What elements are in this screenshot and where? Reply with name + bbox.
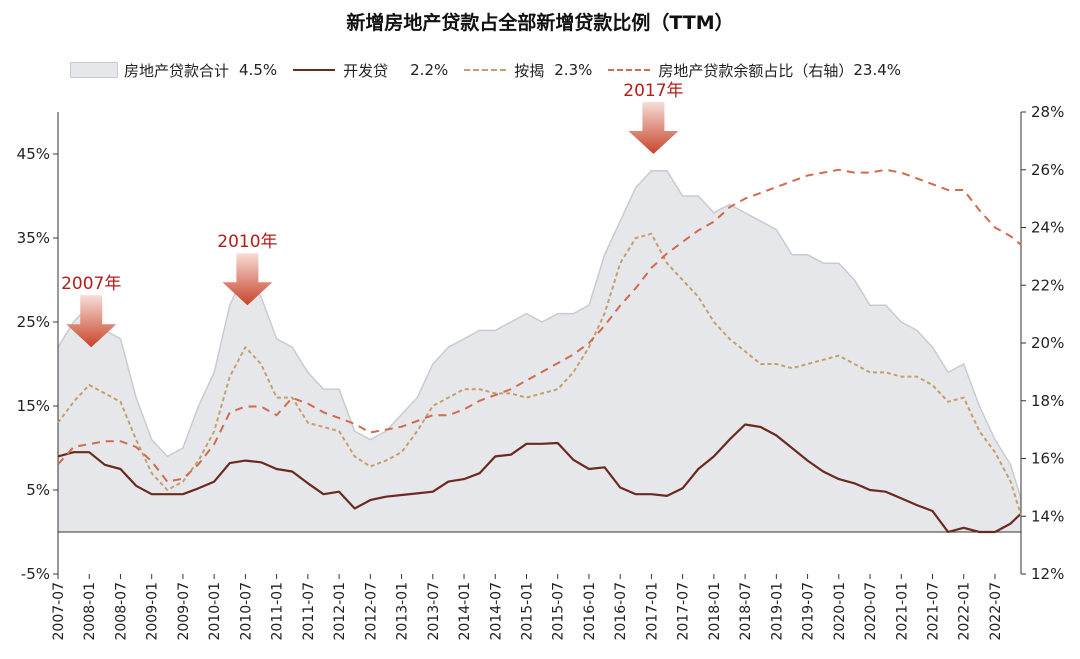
x-tick-label: 2009-07 <box>176 582 192 641</box>
x-tick-label: 2008-01 <box>82 582 98 641</box>
left-tick-label: 35% <box>17 229 50 247</box>
right-tick-label: 20% <box>1031 334 1064 352</box>
x-tick-label: 2018-07 <box>738 582 754 641</box>
right-tick-label: 26% <box>1031 161 1064 179</box>
left-tick-label: -5% <box>21 565 50 583</box>
legend-swatch-dash-long <box>608 69 651 71</box>
right-tick-label: 24% <box>1031 219 1064 237</box>
series-area-total <box>58 170 1021 533</box>
x-tick-label: 2019-01 <box>769 582 785 641</box>
x-tick-label: 2022-07 <box>988 582 1004 641</box>
legend-swatch-dash <box>464 69 507 71</box>
legend-value-total: 4.5% <box>239 61 278 79</box>
series-line-3 <box>57 168 1022 483</box>
legend: 房地产贷款合计 4.5% 开发贷 2.2% 按揭 2.3% 房地产贷款余额占比（… <box>70 58 917 82</box>
legend-label-dev: 开发贷 <box>343 61 389 80</box>
x-tick-label: 2013-07 <box>426 582 442 641</box>
x-tick-label: 2014-07 <box>488 582 504 641</box>
right-tick-label: 28% <box>1031 103 1064 121</box>
series-line-2 <box>57 232 1022 516</box>
left-tick-label: 45% <box>17 145 50 163</box>
legend-value-share: 23.4% <box>853 61 902 79</box>
right-tick-label: 12% <box>1031 565 1064 583</box>
annotation-label-2: 2010年 <box>217 232 277 252</box>
chart-title: 新增房地产贷款占全部新增贷款比例（TTM） <box>346 12 734 34</box>
annotation-arrow-2 <box>222 253 273 306</box>
x-tick-label: 2021-01 <box>894 582 910 641</box>
x-tick-label: 2011-07 <box>301 582 317 641</box>
right-tick-label: 16% <box>1031 450 1064 468</box>
series-area-total-edge <box>57 170 1022 499</box>
left-tick-label: 15% <box>17 397 50 415</box>
x-tick-label: 2011-01 <box>270 582 286 641</box>
x-tick-label: 2015-07 <box>551 582 567 641</box>
right-tick-label: 14% <box>1031 507 1064 525</box>
annotation-arrow-1 <box>66 295 117 348</box>
x-tick-label: 2019-07 <box>801 582 817 641</box>
x-tick-label: 2010-07 <box>238 582 254 641</box>
annotation-arrow-3 <box>628 102 679 154</box>
x-tick-label: 2012-01 <box>332 582 348 641</box>
legend-label-mortgage: 按揭 <box>514 61 545 80</box>
x-tick-label: 2022-01 <box>957 582 973 641</box>
legend-item-share[interactable]: 房地产贷款余额占比（右轴） 23.4% <box>608 60 901 81</box>
legend-label-share: 房地产贷款余额占比（右轴） <box>658 61 854 80</box>
x-tick-label: 2014-01 <box>457 582 473 641</box>
x-tick-label: 2020-01 <box>832 582 848 641</box>
legend-value-mortgage: 2.3% <box>554 61 593 79</box>
legend-item-total[interactable]: 房地产贷款合计 4.5% <box>70 60 277 81</box>
legend-label-total: 房地产贷款合计 <box>124 61 230 80</box>
x-tick-label: 2018-01 <box>707 582 723 641</box>
annotation-label-1: 2007年 <box>61 274 121 294</box>
x-tick-label: 2009-01 <box>145 582 161 641</box>
x-tick-label: 2007-07 <box>51 582 67 641</box>
x-tick-label: 2017-01 <box>644 582 660 641</box>
x-tick-label: 2012-07 <box>363 582 379 641</box>
legend-swatch-solid <box>293 69 336 71</box>
x-tick-label: 2008-07 <box>113 582 129 641</box>
legend-value-dev: 2.2% <box>410 61 449 79</box>
right-tick-label: 18% <box>1031 392 1064 410</box>
legend-swatch-area <box>70 62 118 78</box>
x-tick-label: 2016-01 <box>582 582 598 641</box>
series-line-1 <box>57 423 1022 534</box>
x-tick-label: 2016-07 <box>613 582 629 641</box>
x-tick-label: 2015-01 <box>519 582 535 641</box>
left-tick-label: 25% <box>17 313 50 331</box>
right-tick-label: 22% <box>1031 276 1064 294</box>
x-tick-label: 2020-07 <box>863 582 879 641</box>
x-tick-label: 2013-01 <box>395 582 411 641</box>
left-tick-label: 5% <box>26 481 50 499</box>
x-tick-label: 2017-07 <box>676 582 692 641</box>
x-tick-label: 2010-01 <box>207 582 223 641</box>
x-tick-label: 2021-07 <box>926 582 942 641</box>
annotation-label-3: 2017年 <box>623 81 683 101</box>
legend-item-mortgage[interactable]: 按揭 2.3% <box>464 60 592 81</box>
legend-item-dev[interactable]: 开发贷 2.2% <box>293 60 448 81</box>
